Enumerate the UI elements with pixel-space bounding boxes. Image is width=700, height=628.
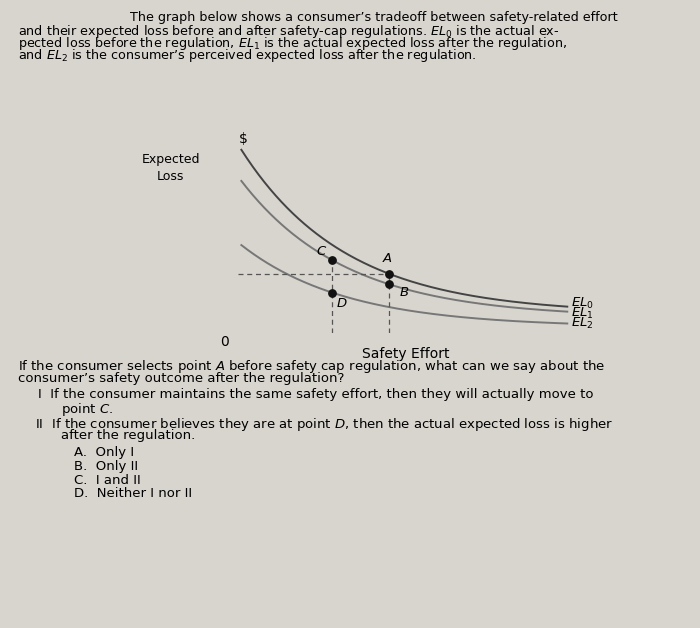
Point xyxy=(384,269,395,279)
Text: Loss: Loss xyxy=(157,170,185,183)
Text: I  If the consumer maintains the same safety effort, then they will actually mov: I If the consumer maintains the same saf… xyxy=(38,388,594,401)
Text: D.  Neither I nor II: D. Neither I nor II xyxy=(74,487,192,501)
Point xyxy=(326,288,337,298)
Text: and their expected loss before and after safety-cap regulations. $EL_0$ is the a: and their expected loss before and after… xyxy=(18,23,559,40)
Text: $: $ xyxy=(239,132,248,146)
Text: after the regulation.: after the regulation. xyxy=(61,429,195,442)
Text: pected loss before the regulation, $EL_1$ is the actual expected loss after the : pected loss before the regulation, $EL_1… xyxy=(18,35,567,52)
Text: $EL_0$: $EL_0$ xyxy=(570,296,594,311)
Text: II  If the consumer believes they are at point $D$, then the actual expected los: II If the consumer believes they are at … xyxy=(35,416,613,433)
Text: D: D xyxy=(337,297,347,310)
Text: point $C$.: point $C$. xyxy=(61,401,113,418)
Text: 0: 0 xyxy=(220,335,229,349)
Point xyxy=(326,255,337,265)
Text: Safety Effort: Safety Effort xyxy=(363,347,449,360)
Point xyxy=(384,279,395,290)
Text: $EL_1$: $EL_1$ xyxy=(570,306,594,322)
Text: Expected: Expected xyxy=(141,153,200,166)
Text: The graph below shows a consumer’s tradeoff between safety-related effort: The graph below shows a consumer’s trade… xyxy=(130,11,617,24)
Text: consumer’s safety outcome after the regulation?: consumer’s safety outcome after the regu… xyxy=(18,372,344,385)
Text: C: C xyxy=(316,245,326,258)
Text: If the consumer selects point $A$ before safety cap regulation, what can we say : If the consumer selects point $A$ before… xyxy=(18,358,605,375)
Text: and $EL_2$ is the consumer’s perceived expected loss after the regulation.: and $EL_2$ is the consumer’s perceived e… xyxy=(18,47,476,64)
Text: $EL_2$: $EL_2$ xyxy=(570,316,594,331)
Text: B.  Only II: B. Only II xyxy=(74,460,138,473)
Text: C.  I and II: C. I and II xyxy=(74,474,140,487)
Text: B: B xyxy=(399,286,408,299)
Text: A.  Only I: A. Only I xyxy=(74,446,134,459)
Text: A: A xyxy=(383,252,392,266)
